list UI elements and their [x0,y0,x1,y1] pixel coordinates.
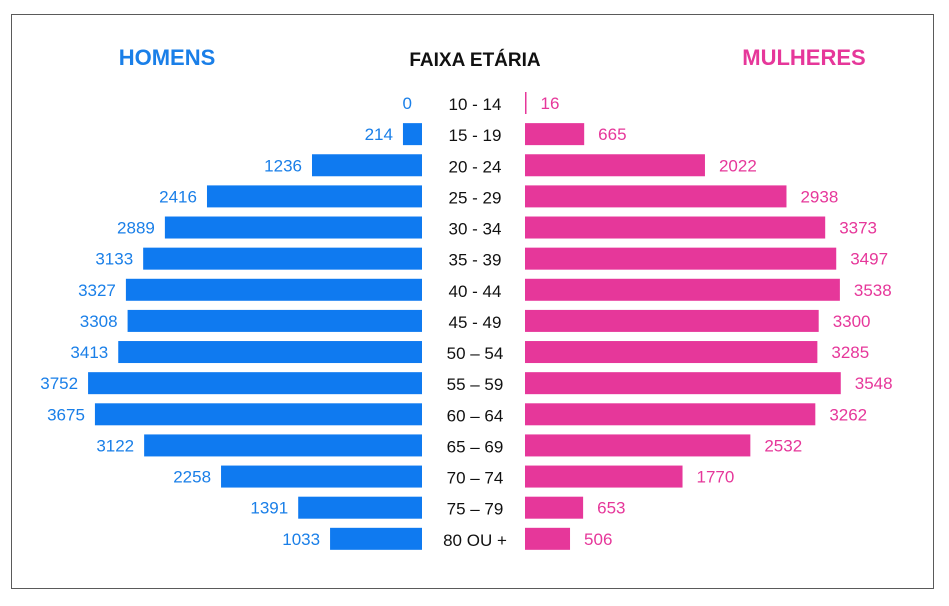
men-value-label: 0 [403,94,412,113]
men-bar [144,434,422,457]
women-value-label: 1770 [697,468,735,487]
women-value-label: 3373 [839,219,877,238]
age-group-label: 20 - 24 [449,157,502,176]
women-value-label: 3538 [854,281,892,300]
men-value-label: 2258 [173,468,211,487]
men-value-label: 3308 [80,312,118,331]
age-group-label: 45 - 49 [449,313,502,332]
men-value-label: 3122 [96,436,134,455]
men-value-label: 3133 [95,250,133,269]
men-value-label: 1033 [282,530,320,549]
women-bar [525,309,819,332]
age-group-label: 55 – 59 [447,375,504,394]
women-value-label: 665 [598,125,626,144]
men-value-label: 3327 [78,281,116,300]
men-value-label: 214 [365,125,393,144]
women-value-label: 2022 [719,156,757,175]
men-bar [127,309,422,332]
age-group-label: 10 - 14 [449,95,502,114]
men-bar [402,123,422,146]
women-bar [525,92,527,114]
age-group-label: 60 – 64 [447,406,504,425]
men-bar [221,465,422,488]
men-value-label: 1236 [264,156,302,175]
age-group-label: 30 - 34 [449,220,502,239]
men-value-label: 3675 [47,405,85,424]
men-bar [125,278,422,301]
women-bar [525,341,818,364]
women-bar [525,434,751,457]
population-pyramid-chart: HOMENS FAIXA ETÁRIA MULHERES 0 10 - 14 16 2… [40,45,893,550]
chart-frame: HOMENS FAIXA ETÁRIA MULHERES 0 10 - 14 16 2… [11,14,934,589]
men-bar [298,496,422,519]
women-value-label: 3262 [829,405,867,424]
age-group-label: 80 OU + [443,531,507,550]
men-value-label: 3752 [40,374,78,393]
women-value-label: 3285 [831,343,869,362]
age-group-label: 25 - 29 [449,188,502,207]
men-value-label: 3413 [70,343,108,362]
men-bar [94,403,423,426]
men-header: HOMENS [119,45,216,70]
women-value-label: 2532 [764,436,802,455]
women-bar [525,278,840,301]
men-bar [143,247,422,270]
women-bar [525,123,585,146]
age-group-label: 70 – 74 [447,469,504,488]
women-value-label: 2938 [800,187,838,206]
age-group-label: 35 - 39 [449,251,502,270]
women-bar [525,372,841,395]
age-group-label: 50 – 54 [447,344,504,363]
women-bar [525,496,584,519]
age-group-label: 15 - 19 [449,126,502,145]
men-bar [330,527,422,550]
women-bar [525,465,683,488]
women-value-label: 506 [584,530,612,549]
age-group-label: 65 – 69 [447,437,504,456]
age-group-label: 75 – 79 [447,500,504,519]
women-value-label: 3548 [855,374,893,393]
women-value-label: 653 [597,499,625,518]
women-bar [525,403,816,426]
men-value-label: 2889 [117,219,155,238]
women-bar [525,185,787,208]
men-bar [118,341,423,364]
men-bar [164,216,422,239]
women-bar [525,216,826,239]
women-bar [525,247,837,270]
men-bar [206,185,422,208]
women-value-label: 3497 [850,250,888,269]
women-value-label: 3300 [833,312,871,331]
women-value-label: 16 [541,94,560,113]
women-header: MULHERES [742,45,865,70]
age-group-label: 40 - 44 [449,282,502,301]
chart-title: FAIXA ETÁRIA [409,49,541,71]
women-bar [525,527,571,550]
men-value-label: 1391 [250,499,288,518]
pyramid-rows: 0 10 - 14 16 214 15 - 19 665 1236 20 - 24 2022 24… [40,92,893,550]
women-bar [525,154,705,177]
men-bar [88,372,423,395]
men-value-label: 2416 [159,187,197,206]
men-bar [311,154,422,177]
